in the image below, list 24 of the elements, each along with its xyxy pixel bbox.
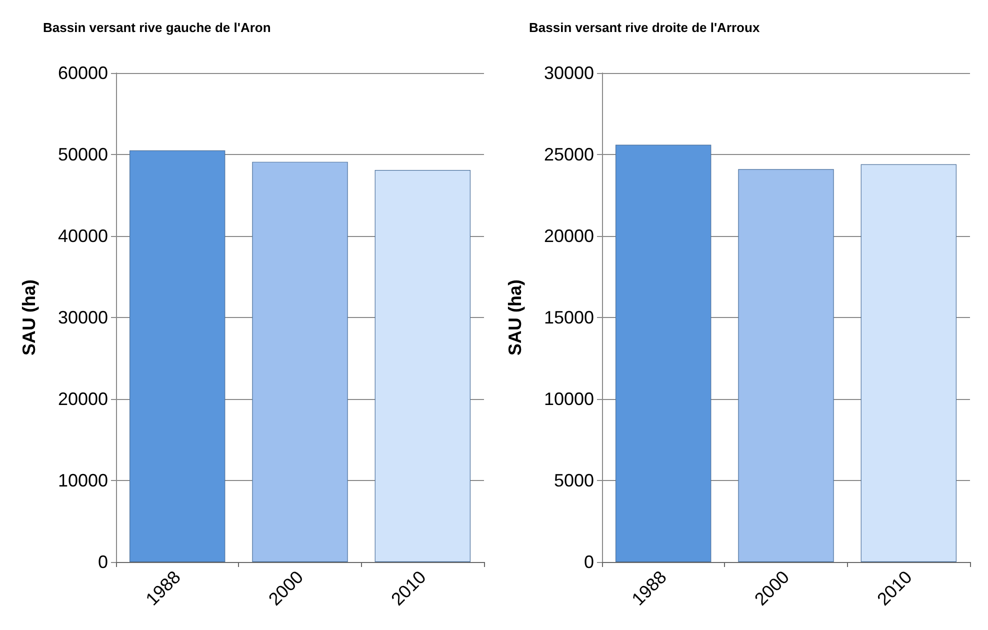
y-tick-label: 50000	[58, 144, 108, 164]
y-tick-label: 20000	[544, 226, 594, 246]
y-tick-label: 30000	[58, 308, 108, 328]
y-tick-label: 0	[584, 552, 594, 572]
y-tick-label: 60000	[58, 63, 108, 83]
y-tick-label: 15000	[544, 308, 594, 328]
y-tick-label: 10000	[58, 470, 108, 490]
bar	[738, 169, 834, 562]
y-tick-label: 0	[98, 552, 108, 572]
y-tick-label: 25000	[544, 144, 594, 164]
y-axis-title: SAU (ha)	[505, 279, 525, 356]
chart-title: Bassin versant rive gauche de l'Aron	[43, 20, 271, 35]
bar	[615, 144, 712, 562]
bar	[129, 150, 226, 562]
y-tick-label: 10000	[544, 389, 594, 409]
y-tick-label: 5000	[554, 470, 594, 490]
y-axis-title: SAU (ha)	[19, 279, 39, 356]
y-tick-label: 20000	[58, 389, 108, 409]
y-tick-label: 30000	[544, 63, 594, 83]
bar	[252, 162, 348, 562]
bar	[860, 164, 957, 562]
y-tick-label: 40000	[58, 226, 108, 246]
bar	[374, 170, 471, 562]
chart-title: Bassin versant rive droite de l'Arroux	[529, 20, 760, 35]
